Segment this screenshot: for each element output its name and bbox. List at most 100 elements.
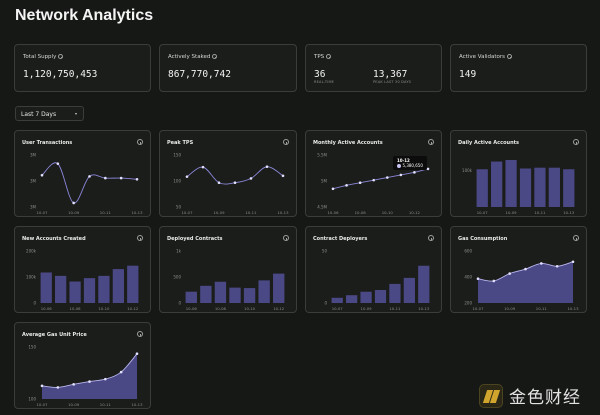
chart-bar[interactable] <box>476 169 488 207</box>
info-icon[interactable] <box>573 235 579 241</box>
chart-point[interactable] <box>233 181 237 185</box>
chart-title: Daily Active Accounts <box>458 140 519 146</box>
y-tick-label: 50 <box>176 205 182 210</box>
info-icon[interactable] <box>137 235 143 241</box>
chart-card-user-transactions: User Transactions 3M 3M 3M 10-07 10-09 10-11 1… <box>14 130 151 217</box>
chart-bar[interactable] <box>55 275 67 303</box>
chart-point[interactable] <box>119 370 123 374</box>
date-range-dropdown[interactable]: Last 7 Days <box>15 106 84 121</box>
chart-point[interactable] <box>524 267 527 271</box>
chart-bar[interactable] <box>360 291 372 303</box>
chart-bar[interactable] <box>200 285 212 303</box>
chart-bar[interactable] <box>519 168 532 207</box>
chart-point[interactable] <box>331 187 335 191</box>
info-icon[interactable] <box>428 139 434 145</box>
chart-bar[interactable] <box>374 290 387 303</box>
info-icon[interactable] <box>326 54 332 59</box>
chart-bar[interactable] <box>258 280 270 303</box>
chart-bar[interactable] <box>243 288 256 303</box>
info-icon[interactable] <box>137 139 143 145</box>
chart-bar[interactable] <box>127 265 139 303</box>
chart-point[interactable] <box>88 175 91 178</box>
chart-point[interactable] <box>345 184 348 187</box>
info-icon[interactable] <box>573 139 579 145</box>
chart-point[interactable] <box>56 162 60 165</box>
y-tick-label: 1k <box>176 249 182 254</box>
chart-point[interactable] <box>399 173 403 177</box>
chart-bar[interactable] <box>418 265 430 303</box>
chart-point[interactable] <box>571 260 575 264</box>
chart-bar[interactable] <box>273 273 285 303</box>
info-icon[interactable] <box>283 235 289 241</box>
chart-point[interactable] <box>56 386 60 389</box>
chart-bar[interactable] <box>389 283 401 303</box>
x-tick-label: 10-10 <box>244 306 256 311</box>
chart-point[interactable] <box>413 171 416 174</box>
info-icon[interactable] <box>58 54 64 59</box>
chart-card-contract-deployers: Contract Deployers 50 0 10-07 10-09 10-11 10-… <box>305 226 442 313</box>
chart-point[interactable] <box>40 173 44 177</box>
chart-point[interactable] <box>372 178 376 182</box>
chart-bar[interactable] <box>331 297 343 303</box>
chart-card-peak-tps: Peak TPS 150 100 50 10-07 10-09 10-11 10-13 <box>159 130 297 217</box>
chart-bar[interactable] <box>40 272 52 303</box>
chart-bar[interactable] <box>346 295 358 303</box>
x-tick-label: 10-12 <box>127 306 139 311</box>
chart-point[interactable] <box>72 383 75 386</box>
chart-bar[interactable] <box>563 169 575 207</box>
info-icon[interactable] <box>137 331 143 337</box>
chart-point[interactable] <box>249 177 253 180</box>
chart-point[interactable] <box>265 165 269 168</box>
chart-point[interactable] <box>104 176 107 180</box>
chart-bar[interactable] <box>505 160 517 207</box>
chart-point[interactable] <box>40 384 44 388</box>
chart-bar[interactable] <box>491 161 503 207</box>
chart-point[interactable] <box>540 262 543 265</box>
chart-title: Monthly Active Accounts <box>313 140 383 146</box>
chart-bar[interactable] <box>229 287 241 303</box>
chart-bar[interactable] <box>403 277 415 303</box>
chart-point[interactable] <box>508 272 511 275</box>
y-tick-label: 400 <box>464 275 472 280</box>
x-tick-label: 10-06 <box>41 306 53 311</box>
chart-card-gas-consumption: Gas Consumption 600 400 200 10-07 10-09 10-11… <box>450 226 587 313</box>
chart-point[interactable] <box>185 175 189 178</box>
chart-point[interactable] <box>72 201 75 205</box>
chart-point[interactable] <box>217 181 221 185</box>
x-tick-label: 10-07 <box>332 306 344 311</box>
chart-bar[interactable] <box>534 167 546 207</box>
tooltip-value: 5,380,650 <box>402 163 423 168</box>
chart-point[interactable] <box>88 380 91 383</box>
chart-bar[interactable] <box>214 281 227 303</box>
chart-point[interactable] <box>476 277 480 280</box>
info-icon[interactable] <box>507 54 513 59</box>
chart-bar[interactable] <box>548 167 560 207</box>
chart-point[interactable] <box>201 165 205 169</box>
chart-bar[interactable] <box>98 275 110 303</box>
y-tick-label: 100k <box>26 275 37 280</box>
chart-point[interactable] <box>555 264 559 268</box>
stat-value-realtime: 36 <box>314 69 326 80</box>
chart-title: Peak TPS <box>167 140 194 146</box>
x-tick-label: 10-09 <box>504 306 516 311</box>
chart-bar[interactable] <box>185 291 197 303</box>
x-tick-label: 10-08 <box>215 306 227 311</box>
chart-bar[interactable] <box>112 269 124 303</box>
chart-point[interactable] <box>281 174 285 178</box>
chart-point[interactable] <box>358 181 362 185</box>
chart-point[interactable] <box>426 167 430 171</box>
chart-point[interactable] <box>119 176 123 180</box>
chart-point[interactable] <box>492 279 496 283</box>
chart-point[interactable] <box>385 176 389 179</box>
chart-bar[interactable] <box>69 281 81 303</box>
info-icon[interactable] <box>428 235 434 241</box>
y-tick-label: 3M <box>30 179 37 184</box>
chart-point[interactable] <box>135 352 139 356</box>
chart-bar[interactable] <box>83 278 96 303</box>
y-tick-label: 0 <box>178 301 181 306</box>
info-icon[interactable] <box>212 54 218 59</box>
chart-point[interactable] <box>104 377 107 381</box>
chart-point[interactable] <box>135 177 139 181</box>
chart-title: User Transactions <box>22 140 73 146</box>
info-icon[interactable] <box>283 139 289 145</box>
